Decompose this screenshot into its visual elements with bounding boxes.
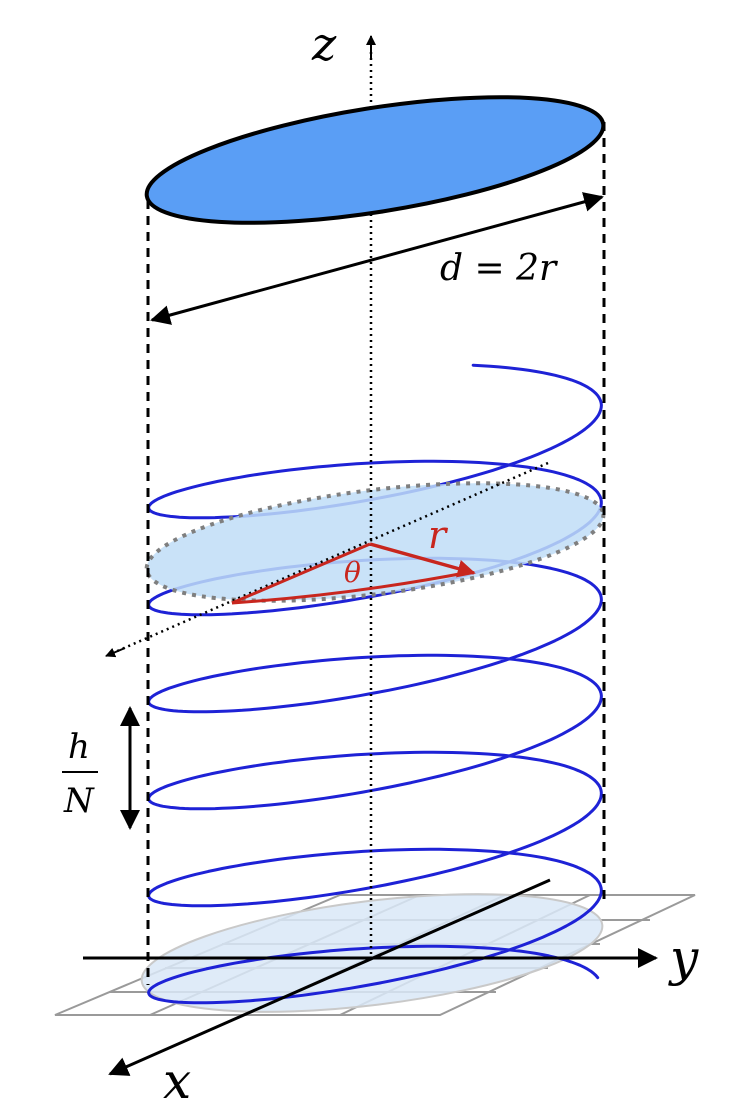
y-axis-label: y [668,929,699,987]
diameter-label: d = 2r [440,248,558,289]
oblique-axis [114,461,549,654]
angle-leg [231,542,371,605]
x-axis-label: x [163,1052,191,1110]
pitch-numerator-label: h [68,727,90,767]
x-axis [108,878,551,1076]
z-axis-label: z [311,17,337,71]
radius-label: r [428,513,449,557]
angle-label: θ [344,556,361,589]
cross-section [144,481,606,603]
pitch-denominator-label: N [63,781,95,821]
radius-angle-group [231,542,476,605]
oblique-axis-arrowhead [105,647,126,658]
angle-arc [231,570,471,605]
helix-curve [147,363,603,1005]
diameter-arrow [150,192,604,325]
top-disc [144,95,606,225]
cross-section-disc [144,481,606,603]
radius-arrow [369,542,476,578]
